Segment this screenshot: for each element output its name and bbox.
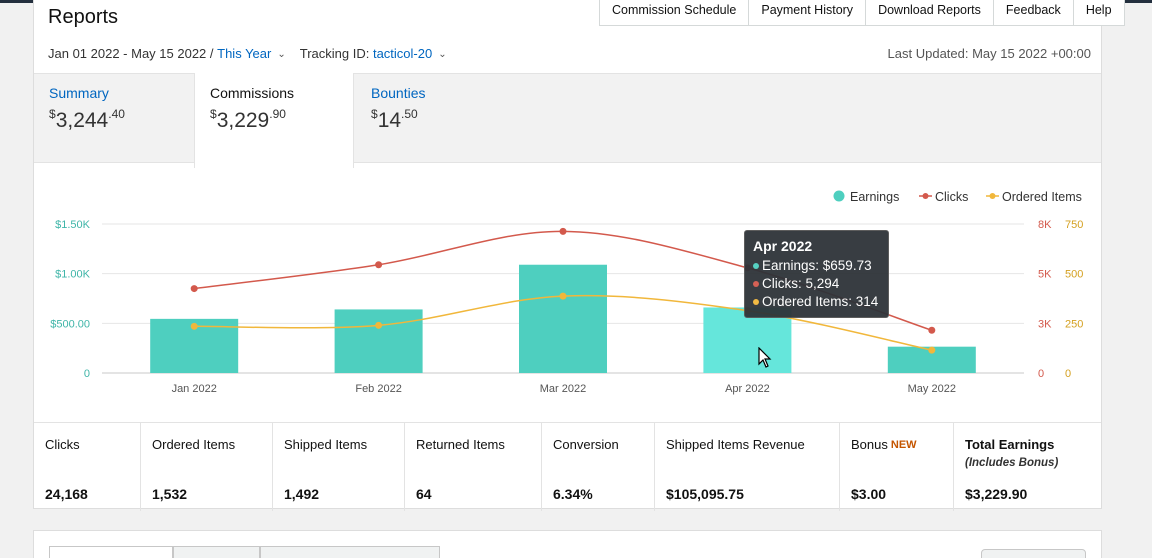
help-link[interactable]: Help bbox=[1072, 0, 1124, 25]
tab-commissions[interactable]: Commissions $3,229.90 bbox=[194, 73, 354, 168]
tab-summary[interactable]: Summary $3,244.40 bbox=[34, 73, 195, 163]
new-badge: NEW bbox=[890, 439, 917, 451]
left-axis-tick: $1.50K bbox=[55, 219, 91, 231]
stat-shipped-items: Shipped Items 1,492 bbox=[273, 423, 405, 511]
x-axis-tick: May 2022 bbox=[908, 383, 956, 395]
tab-amount: $14.50 bbox=[371, 107, 418, 132]
details-tab-2[interactable] bbox=[173, 546, 260, 558]
ordered-axis-tick: 250 bbox=[1065, 318, 1083, 330]
tooltip-ordered-row: Ordered Items: 314 bbox=[753, 294, 880, 309]
stat-shipped-revenue: Shipped Items Revenue $105,095.75 bbox=[655, 423, 840, 511]
ordered-items-point bbox=[375, 321, 383, 329]
tooltip-title: Apr 2022 bbox=[753, 238, 813, 254]
earnings-bar bbox=[334, 309, 423, 373]
stat-clicks: Clicks 24,168 bbox=[34, 423, 141, 511]
top-links: Commission Schedule Payment History Down… bbox=[599, 0, 1125, 26]
legend-label: Ordered Items bbox=[1002, 190, 1082, 204]
tab-bounties[interactable]: Bounties $14.50 bbox=[356, 73, 516, 163]
earnings-chart: 0 0 0 $500.00 3K 250 $1.00K 5K 500 $1.50K 8K 750 Jan… bbox=[50, 190, 1083, 395]
x-axis-tick: Mar 2022 bbox=[540, 383, 586, 395]
date-range-text: Jan 01 2022 - May 15 2022 / bbox=[48, 46, 214, 61]
tab-label: Summary bbox=[49, 85, 109, 101]
active-tab-pointer bbox=[264, 163, 282, 172]
tab-label: Bounties bbox=[371, 85, 426, 101]
clicks-point bbox=[375, 261, 383, 269]
details-tab-3[interactable] bbox=[260, 546, 440, 558]
details-tabs bbox=[49, 546, 440, 558]
commission-schedule-link[interactable]: Commission Schedule bbox=[612, 3, 737, 17]
tracking-label: Tracking ID: bbox=[299, 46, 370, 61]
tab-amount: $3,229.90 bbox=[210, 107, 286, 132]
report-filters: Jan 01 2022 - May 15 2022 / This Year ⌄ … bbox=[48, 46, 461, 61]
download-reports-link[interactable]: Download Reports bbox=[865, 0, 993, 25]
left-axis-tick: $1.00K bbox=[55, 269, 91, 281]
legend-label: Clicks bbox=[935, 190, 968, 204]
x-axis-tick: Jan 2022 bbox=[172, 383, 217, 395]
period-dropdown[interactable]: This Year bbox=[217, 46, 272, 61]
payment-history-link[interactable]: Payment History bbox=[748, 0, 865, 25]
clicks-point bbox=[928, 326, 936, 334]
chevron-down-icon[interactable]: ⌄ bbox=[277, 49, 286, 60]
clicks-axis-tick: 0 bbox=[1038, 368, 1044, 380]
tooltip-earnings-row: Earnings: $659.73 bbox=[753, 258, 880, 273]
earnings-bar bbox=[519, 264, 607, 373]
left-axis-tick: 0 bbox=[84, 368, 90, 380]
tooltip-clicks-row: Clicks: 5,294 bbox=[753, 276, 880, 291]
x-axis-tick: Apr 2022 bbox=[725, 383, 770, 395]
left-axis-tick: $500.00 bbox=[50, 318, 90, 330]
ordered-axis-tick: 0 bbox=[1065, 368, 1071, 380]
ordered-axis-tick: 500 bbox=[1065, 269, 1083, 281]
stat-returned-items: Returned Items 64 bbox=[405, 423, 542, 511]
earnings-bar bbox=[703, 307, 792, 373]
clicks-point bbox=[559, 227, 567, 235]
tab-amount: $3,244.40 bbox=[49, 107, 125, 132]
last-updated: Last Updated: May 15 2022 +00:00 bbox=[887, 46, 1091, 61]
x-axis-tick: Feb 2022 bbox=[355, 383, 401, 395]
ordered-items-point bbox=[928, 346, 936, 354]
stat-bonus: Bonus NEW $3.00 bbox=[840, 423, 954, 511]
stat-total-earnings: Total Earnings (Includes Bonus) $3,229.9… bbox=[965, 437, 1059, 502]
stat-conversion: Conversion 6.34% bbox=[542, 423, 655, 511]
legend-marker bbox=[989, 193, 996, 199]
chart-tooltip: Apr 2022 Earnings: $659.73 Clicks: 5,294… bbox=[744, 230, 889, 318]
clicks-axis-tick: 3K bbox=[1038, 318, 1052, 330]
clicks-axis-tick: 5K bbox=[1038, 269, 1052, 281]
tracking-id-dropdown[interactable]: tacticol-20 bbox=[372, 46, 433, 61]
details-tab-1[interactable] bbox=[49, 546, 173, 558]
details-action-button[interactable] bbox=[981, 549, 1086, 558]
legend-marker bbox=[833, 190, 845, 202]
stat-ordered-items: Ordered Items 1,532 bbox=[141, 423, 273, 511]
legend-marker bbox=[922, 193, 929, 199]
chevron-down-icon[interactable]: ⌄ bbox=[438, 49, 447, 60]
clicks-axis-tick: 8K bbox=[1038, 219, 1052, 231]
tab-label: Commissions bbox=[210, 85, 295, 101]
stats-row: Clicks 24,168 Ordered Items 1,532 Shipped … bbox=[34, 422, 1101, 511]
ordered-items-point bbox=[559, 292, 567, 300]
ordered-axis-tick: 750 bbox=[1065, 219, 1083, 231]
clicks-point bbox=[190, 285, 198, 293]
ordered-items-point bbox=[190, 322, 198, 330]
page-title: Reports bbox=[48, 6, 119, 28]
feedback-link[interactable]: Feedback bbox=[992, 0, 1073, 25]
legend-label: Earnings bbox=[850, 190, 899, 204]
mouse-pointer-icon bbox=[758, 347, 772, 368]
